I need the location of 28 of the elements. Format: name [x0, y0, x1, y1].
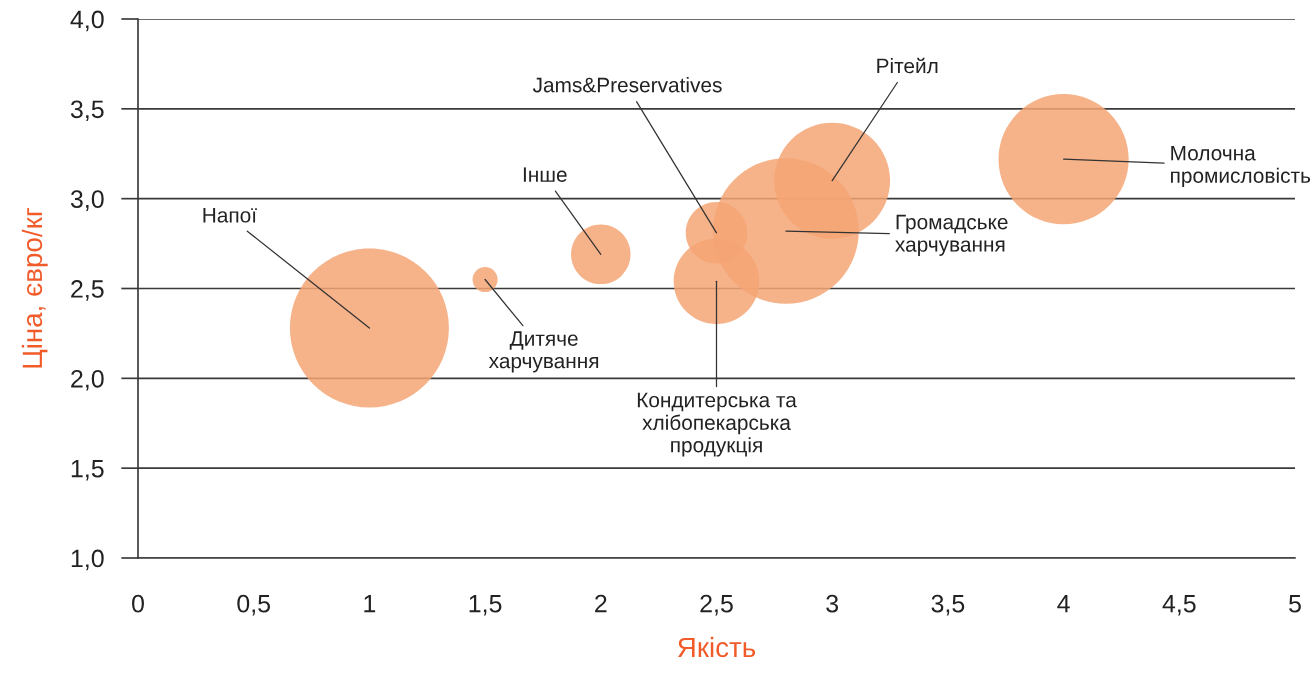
x-tick-label: 3,5 — [931, 594, 965, 616]
annotation: Напої — [203, 208, 257, 223]
x-tick-label: 4 — [1057, 595, 1070, 613]
y-tick-label: 1,5 — [71, 460, 104, 481]
x-tick-label: 3 — [826, 594, 839, 613]
x-axis-title: Якість — [678, 636, 756, 658]
annotation: Громадське харчування — [895, 214, 1008, 256]
x-tick-label: 1,5 — [469, 595, 502, 616]
y-tick-label: 1,0 — [71, 549, 104, 571]
y-axis-title: Ціна, євро/кг — [21, 207, 48, 368]
annotation: Рітейл — [877, 57, 938, 74]
annotation: Молочна промисловість — [1171, 145, 1311, 188]
annotation: Кондитерська та хлібопекарська продукція — [637, 392, 797, 457]
y-tick-label: 2,0 — [71, 369, 104, 391]
y-tick-label: 2,5 — [71, 280, 104, 301]
annotation: Інше — [523, 167, 567, 182]
x-tick-label: 2,5 — [700, 594, 733, 616]
annotation: Дитяче харчування — [488, 331, 599, 373]
x-tick-label: 0,5 — [237, 594, 271, 616]
y-tick-label: 3,5 — [70, 100, 104, 122]
x-tick-label: 0 — [132, 594, 144, 613]
x-tick-label: 2 — [595, 594, 607, 613]
x-tick-label: 4,5 — [1162, 595, 1196, 616]
x-tick-label: 1 — [364, 595, 376, 613]
y-tick-label: 4,0 — [70, 10, 104, 32]
annotation: Jams&Preservatives — [532, 77, 722, 93]
x-tick-label: 5 — [1289, 595, 1301, 613]
y-tick-label: 3,0 — [70, 190, 104, 211]
